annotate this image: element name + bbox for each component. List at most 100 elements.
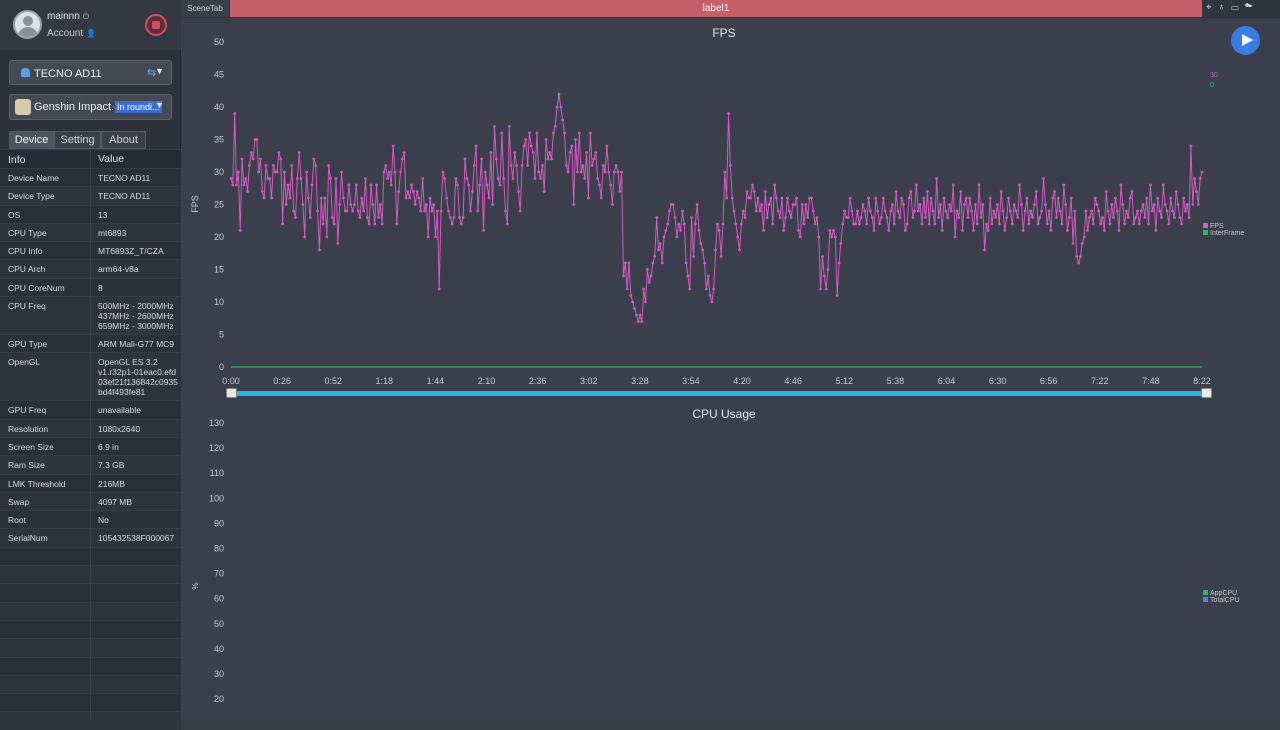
pin-icon[interactable]: ♁	[1217, 2, 1232, 13]
timeline-handle-start[interactable]	[226, 388, 237, 398]
fps-point	[371, 203, 375, 206]
y-tick-label: 50	[214, 37, 224, 47]
fps-point	[686, 274, 690, 278]
fps-point	[1102, 229, 1106, 232]
connection-icon[interactable]: ⇆	[147, 67, 157, 79]
folder-icon[interactable]: ▭	[1231, 2, 1245, 13]
fps-point	[902, 203, 905, 206]
fps-point	[627, 261, 631, 265]
scene-tab[interactable]: SceneTab	[181, 0, 229, 17]
fps-point	[1145, 196, 1149, 200]
fps-point	[461, 216, 465, 219]
fps-point	[1171, 209, 1174, 213]
fps-point	[774, 196, 778, 200]
fps-point	[778, 216, 782, 219]
fps-point	[616, 170, 620, 174]
fps-point	[410, 183, 413, 187]
tab-setting[interactable]: Setting	[54, 131, 101, 149]
fps-point	[915, 183, 918, 187]
y-tick-label: 35	[214, 135, 224, 145]
x-tick-label: 6:30	[989, 376, 1007, 386]
fps-point	[318, 248, 321, 252]
avatar[interactable]	[13, 10, 42, 39]
fps-point	[316, 209, 319, 213]
play-button[interactable]	[1231, 26, 1260, 55]
fps-point	[835, 294, 839, 297]
fps-point	[496, 177, 500, 180]
fps-point	[1115, 209, 1119, 213]
device-select[interactable]: TECNO AD11 ⇆ ▼	[9, 60, 172, 85]
fps-point	[242, 183, 246, 187]
location-icon[interactable]: ⌖	[1206, 2, 1218, 13]
x-tick-label: 4:20	[733, 376, 751, 386]
label-tab[interactable]: label1	[230, 0, 1202, 17]
fps-point	[675, 235, 679, 239]
fps-point	[1064, 203, 1068, 206]
timeline-slider[interactable]	[231, 391, 1206, 396]
fps-point	[769, 196, 773, 200]
fps-point	[533, 177, 537, 180]
row-value: 6.9 in	[98, 441, 119, 452]
fps-point	[688, 287, 692, 291]
fps-point	[509, 164, 513, 167]
tab-about[interactable]: About	[101, 131, 146, 149]
row-key: Root	[8, 515, 26, 526]
fps-point	[642, 287, 646, 291]
x-tick-label: 5:12	[835, 376, 853, 386]
fps-point	[618, 190, 622, 193]
fps-point	[502, 177, 506, 180]
fps-point	[470, 190, 474, 193]
fps-point	[1021, 229, 1025, 232]
fps-point	[706, 274, 710, 278]
y-tick-label: 100	[209, 493, 224, 503]
fps-point	[765, 216, 769, 219]
chevron-down-icon[interactable]: ▼	[155, 66, 164, 76]
fps-point	[526, 164, 530, 167]
timeline-handle-end[interactable]	[1201, 388, 1212, 398]
username[interactable]: mainnn ⏻	[47, 11, 89, 22]
fps-point	[566, 170, 570, 174]
fps-point	[609, 183, 612, 187]
fps-point	[633, 307, 636, 310]
fps-point	[400, 157, 404, 161]
cloud-icon[interactable]: ☁	[1244, 2, 1259, 13]
fps-point	[1071, 242, 1075, 245]
app-select[interactable]: Genshin Impact... In roundi... ▼	[9, 94, 172, 120]
fps-point	[907, 196, 911, 200]
fps-point	[985, 222, 988, 226]
fps-point	[537, 170, 541, 174]
x-tick-label: 3:54	[682, 376, 700, 386]
tab-device[interactable]: Device	[9, 131, 54, 149]
fps-point	[297, 151, 301, 154]
fps-point	[833, 235, 837, 239]
row-value: unavailable	[98, 405, 142, 416]
fps-point	[732, 209, 736, 213]
fps-point	[955, 209, 959, 213]
fps-point	[1119, 183, 1123, 187]
row-value: 7.3 GB	[98, 460, 125, 471]
x-tick-label: 5:38	[887, 376, 905, 386]
fps-point	[485, 183, 489, 187]
fps-point	[900, 196, 904, 200]
chevron-down-icon[interactable]: ▼	[155, 100, 164, 110]
stop-record-button[interactable]	[145, 14, 167, 36]
fps-point	[741, 209, 745, 213]
user-switch-icon[interactable]: 👤	[86, 29, 97, 38]
power-icon[interactable]: ⏻	[82, 12, 90, 21]
fps-point	[531, 151, 535, 154]
account[interactable]: Account 👤	[47, 28, 96, 39]
fps-point	[681, 209, 684, 213]
fps-point	[964, 196, 968, 200]
fps-point	[948, 203, 951, 206]
y-tick-label: 20	[214, 694, 224, 704]
fps-point	[1042, 177, 1045, 180]
fps-point	[988, 196, 992, 200]
fps-point	[760, 203, 764, 206]
row-value: TECNO AD11	[98, 173, 151, 183]
fps-point	[896, 209, 900, 213]
fps-point	[767, 203, 771, 206]
fps-point	[347, 183, 351, 187]
charts-canvas: FPS FPS 0 5 10 15 20 25 30 35 40 45 50 0:00 0:26 0:52 1:…	[190, 26, 1244, 704]
fps-point	[1108, 222, 1112, 226]
fps-point	[677, 222, 681, 226]
